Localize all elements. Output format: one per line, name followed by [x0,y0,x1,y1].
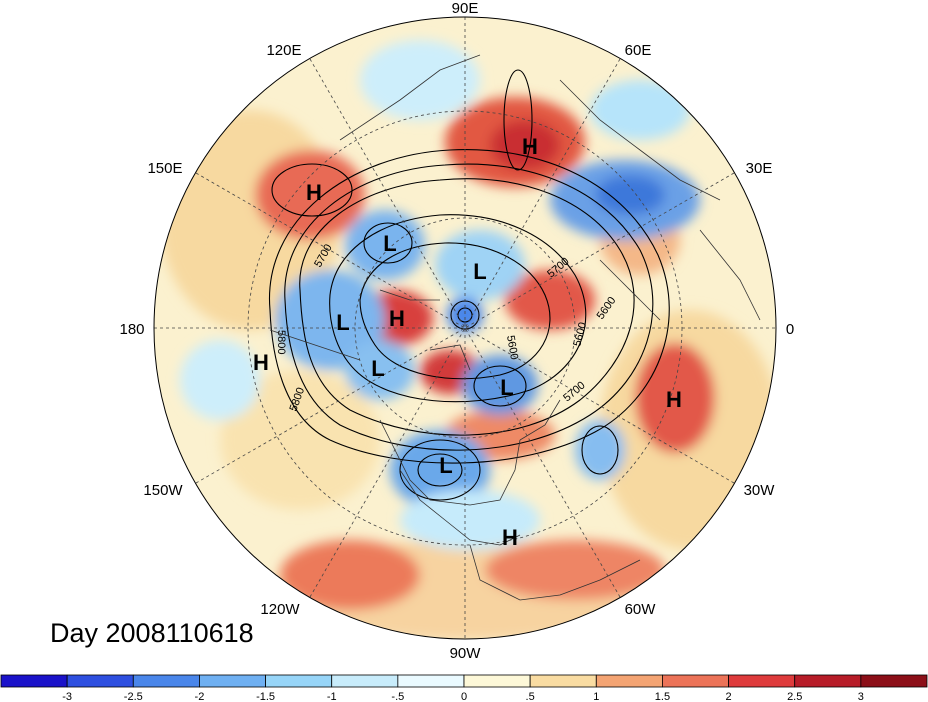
colorbar-swatch [662,674,729,688]
lon-label-60w: 60W [625,601,657,618]
low-marker: L [336,310,349,335]
colorbar-tick-label: -2.5 [124,691,143,702]
longitude-labels: 90E 60E 30E 0 30W 60W 90W 120W 150W 180 … [119,0,794,662]
high-marker: H [502,525,518,550]
colorbar-swatch [595,674,663,688]
lon-label-30e: 30E [746,160,773,177]
high-marker: H [306,180,322,205]
anomaly-shading [154,17,776,639]
colorbar-swatch [66,674,134,688]
lon-label-0: 0 [786,321,794,338]
lon-label-150e: 150E [147,160,182,177]
graticule [154,17,776,639]
contour-label: 5800 [275,330,287,354]
high-marker: H [253,350,269,375]
low-marker: L [383,231,396,256]
colorbar-swatches [0,674,928,688]
polar-stereographic-map: 5700 5800 5700 5800 5600 5600 5700 5600 [119,0,794,662]
colorbar-tick-label: -1.5 [256,691,275,702]
colorbar-swatch [265,674,333,688]
colorbar-swatch [860,674,928,688]
colorbar-tick-label: 1 [593,691,599,702]
colorbar-tick-label: 2.5 [787,691,802,702]
map-boundary [153,16,777,640]
height-contours [268,69,670,501]
colorbar-tick-label: 3 [858,691,864,702]
colorbar-swatch [199,674,266,688]
lon-label-120e: 120E [266,42,301,59]
colorbar-tick-label: .5 [526,691,535,702]
high-marker: H [389,306,405,331]
low-marker: L [439,453,452,478]
coastlines [269,54,761,601]
colorbar-tick-label: -3 [62,691,72,702]
colorbar-swatch [0,674,68,688]
colorbar-swatch [331,674,399,688]
colorbar-tick-label: 1.5 [655,691,670,702]
colorbar-tick-label: -1 [327,691,337,702]
lon-label-60e: 60E [625,42,652,59]
low-marker: L [500,375,513,400]
contour-label: 5600 [504,334,520,360]
colorbar-swatch [132,674,200,688]
colorbar-tick-label: -2 [195,691,205,702]
colorbar: -3 -2.5 -2 -1.5 -1 -.5 0 .5 1 1.5 2 2.5 3 [0,674,928,702]
high-marker: H [522,134,538,159]
colorbar-swatch [397,674,465,688]
lon-label-180: 180 [119,321,144,338]
colorbar-tick-label: -.5 [391,691,404,702]
colorbar-swatch [529,674,597,688]
colorbar-swatch [463,674,531,688]
colorbar-swatch [794,674,862,688]
pressure-center-markers: H H L L L H H L L H L H [253,134,682,550]
map-title: Day 2008110618 [50,618,254,648]
colorbar-tick-label: 2 [726,691,732,702]
high-marker: H [666,387,682,412]
colorbar-swatch [728,674,796,688]
lon-label-30w: 30W [744,482,776,499]
low-marker: L [473,259,486,284]
low-marker: L [371,356,384,381]
lon-label-120w: 120W [260,601,300,618]
colorbar-tick-label: 0 [461,691,467,702]
lon-label-90e: 90E [452,0,479,17]
lon-label-150w: 150W [143,482,183,499]
colorbar-tick-labels: -3 -2.5 -2 -1.5 -1 -.5 0 .5 1 1.5 2 2.5 3 [62,691,864,702]
lon-label-90w: 90W [450,645,482,662]
